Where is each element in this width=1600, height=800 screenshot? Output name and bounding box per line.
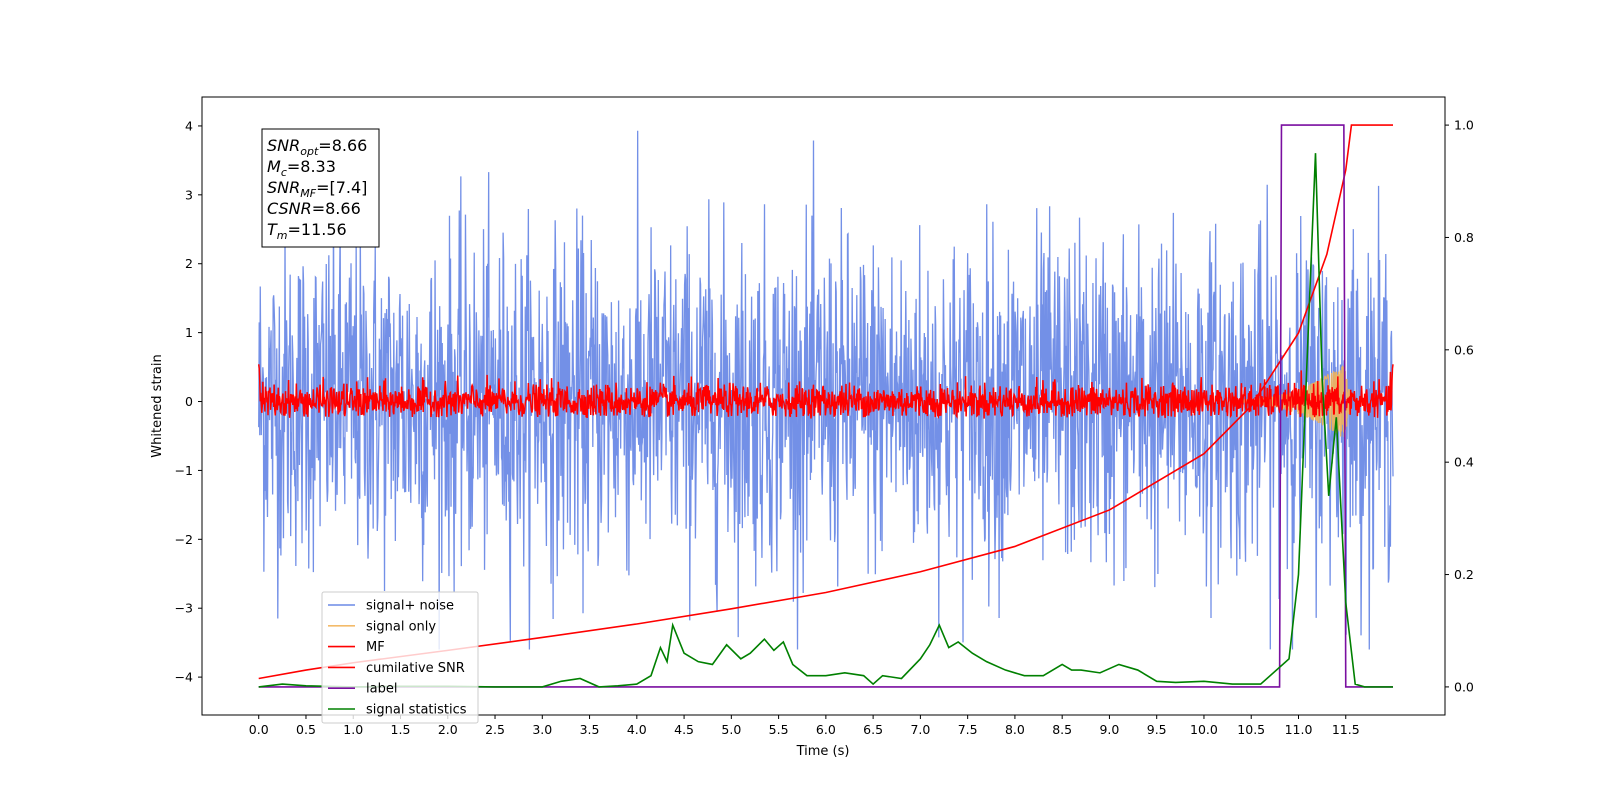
x-tick-label: 1.0 [343, 722, 363, 737]
x-axis: 0.0 0.5 1.0 1.5 2.0 2.5 3.0 3.5 4.0 4.5 5.0 5.5 6.0 6… [249, 715, 1360, 737]
y2-tick-label: 0.0 [1454, 679, 1474, 694]
x-tick-label: 10.0 [1190, 722, 1218, 737]
x-tick-label: 0.0 [249, 722, 269, 737]
x-tick-label: 9.0 [1099, 722, 1119, 737]
y-tick-label: 3 [185, 187, 193, 202]
x-axis-label: Time (s) [796, 744, 850, 759]
x-tick-label: 10.5 [1237, 722, 1265, 737]
legend-entry: cumilative SNR [366, 661, 465, 676]
x-tick-label: 4.5 [674, 722, 694, 737]
x-tick-label: 6.5 [863, 722, 883, 737]
x-tick-label: 6.0 [816, 722, 836, 737]
x-tick-label: 7.5 [958, 722, 978, 737]
plot-frame [201, 96, 1446, 716]
x-tick-label: 3.5 [580, 722, 600, 737]
y-tick-label: −2 [175, 532, 193, 547]
stats-annotation-line: Mc=8.33 [267, 157, 336, 179]
x-tick-label: 5.0 [721, 722, 741, 737]
x-tick-label: 1.5 [391, 722, 411, 737]
stats-annotation-line: SNRMF=[7.4] [267, 178, 367, 200]
x-tick-label: 2.5 [485, 722, 505, 737]
x-tick-label: 9.5 [1147, 722, 1167, 737]
x-tick-label: 8.0 [1005, 722, 1025, 737]
stats-annotation-line: Tm=11.56 [267, 220, 347, 242]
y-tick-label: 4 [185, 118, 193, 133]
signal-noise-line [258, 130, 1394, 650]
y-tick-label: 1 [185, 325, 193, 340]
legend-entry: label [366, 682, 397, 697]
y-tick-label: −4 [175, 670, 193, 685]
y-tick-label: 2 [185, 256, 193, 271]
x-tick-label: 7.0 [910, 722, 930, 737]
signal-statistics-line [258, 153, 1394, 688]
x-tick-label: 5.5 [769, 722, 789, 737]
x-tick-label: 8.5 [1052, 722, 1072, 737]
y2-tick-label: 0.2 [1454, 567, 1474, 582]
x-tick-label: 3.0 [532, 722, 552, 737]
y-tick-label: 0 [185, 394, 193, 409]
y2-tick-label: 0.6 [1454, 342, 1474, 357]
legend: signal+ noise signal only MF cumilative SNR… [321, 591, 479, 724]
y-tick-label: −3 [175, 601, 193, 616]
y2-tick-label: 0.4 [1454, 455, 1474, 470]
stats-annotation-line: CSNR=8.66 [267, 199, 361, 218]
x-tick-label: 0.5 [296, 722, 316, 737]
legend-entry: signal only [366, 619, 436, 634]
legend-entry: signal+ noise [366, 599, 454, 614]
y2-axis: 0.0 0.2 0.4 0.6 0.8 1.0 [1445, 118, 1474, 694]
y-axis-label: Whitened strain [150, 354, 165, 457]
stats-annotation-frame [261, 128, 380, 248]
legend-frame [321, 591, 479, 724]
y-axis: −4 −3 −2 −1 0 1 2 3 4 [175, 118, 202, 685]
x-tick-label: 4.0 [627, 722, 647, 737]
x-tick-label: 2.0 [438, 722, 458, 737]
y2-tick-label: 0.8 [1454, 230, 1474, 245]
stats-annotation-line: SNRopt=8.66 [267, 136, 367, 158]
legend-entry: signal statistics [366, 703, 467, 718]
x-tick-label: 11.0 [1285, 722, 1313, 737]
legend-entry: MF [366, 640, 385, 655]
label-line [258, 124, 1394, 688]
mf-line [257, 364, 1394, 419]
y-tick-label: −1 [175, 463, 193, 478]
y2-tick-label: 1.0 [1454, 118, 1474, 133]
x-tick-label: 11.5 [1332, 722, 1360, 737]
